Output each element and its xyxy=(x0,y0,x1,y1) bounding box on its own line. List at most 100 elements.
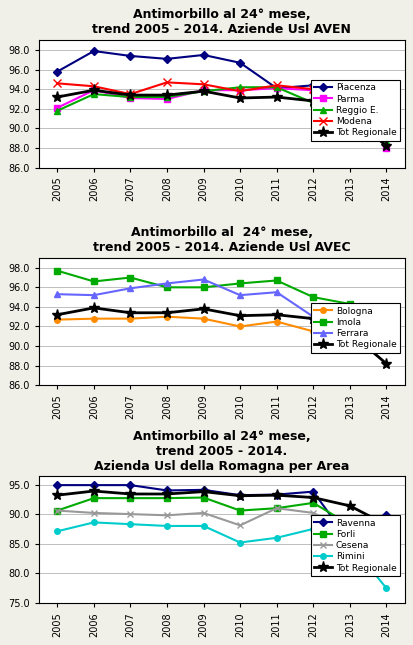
Cesena xyxy=(55,507,60,515)
Tot Regionale xyxy=(201,305,206,313)
Line: Tot Regionale: Tot Regionale xyxy=(52,486,392,530)
Rimini xyxy=(347,540,352,548)
Forli xyxy=(55,507,60,515)
Modena xyxy=(164,79,169,86)
Modena xyxy=(237,87,242,95)
Imola xyxy=(91,277,96,285)
Modena xyxy=(201,81,206,88)
Tot Regionale xyxy=(384,360,389,368)
Imola xyxy=(274,277,279,284)
Ravenna xyxy=(55,481,60,489)
Piacenza xyxy=(128,52,133,60)
Tot Regionale xyxy=(274,311,279,319)
Tot Regionale xyxy=(311,97,316,105)
Cesena xyxy=(347,526,352,534)
Ferrara xyxy=(164,279,169,287)
Ferrara xyxy=(128,284,133,292)
Imola xyxy=(164,283,169,291)
Rimini xyxy=(311,525,316,533)
Tot Regionale xyxy=(237,492,242,500)
Parma xyxy=(347,90,352,98)
Parma xyxy=(164,95,169,103)
Cesena xyxy=(274,504,279,512)
Bologna xyxy=(55,316,60,324)
Tot Regionale xyxy=(164,490,169,498)
Legend: Piacenza, Parma, Reggio E., Modena, Tot Regionale: Piacenza, Parma, Reggio E., Modena, Tot … xyxy=(311,79,400,141)
Reggio E. xyxy=(384,137,389,145)
Cesena xyxy=(311,509,316,517)
Tot Regionale xyxy=(274,93,279,101)
Piacenza xyxy=(274,84,279,92)
Piacenza xyxy=(237,59,242,66)
Ravenna xyxy=(311,488,316,495)
Forli xyxy=(274,504,279,512)
Bologna xyxy=(128,315,133,322)
Parma xyxy=(311,86,316,94)
Imola xyxy=(128,273,133,281)
Parma xyxy=(91,86,96,94)
Tot Regionale xyxy=(237,94,242,102)
Tot Regionale xyxy=(55,93,60,101)
Modena xyxy=(384,121,389,129)
Cesena xyxy=(164,511,169,519)
Line: Parma: Parma xyxy=(55,85,389,151)
Cesena xyxy=(201,509,206,517)
Ferrara xyxy=(384,320,389,328)
Line: Ravenna: Ravenna xyxy=(55,482,389,545)
Bologna xyxy=(274,318,279,326)
Ravenna xyxy=(347,538,352,546)
Piacenza xyxy=(164,55,169,63)
Tot Regionale xyxy=(347,502,352,510)
Rimini xyxy=(274,534,279,542)
Tot Regionale xyxy=(91,304,96,312)
Forli xyxy=(237,507,242,515)
Line: Reggio E.: Reggio E. xyxy=(54,84,390,144)
Title: Antimorbillo al 24° mese,
trend 2005 - 2014.
Azienda Usl della Romagna per Area: Antimorbillo al 24° mese, trend 2005 - 2… xyxy=(94,430,349,473)
Tot Regionale xyxy=(347,328,352,336)
Parma xyxy=(274,84,279,92)
Reggio E. xyxy=(311,99,316,107)
Rimini xyxy=(201,522,206,530)
Reggio E. xyxy=(201,87,206,95)
Line: Ferrara: Ferrara xyxy=(54,276,390,330)
Rimini xyxy=(384,584,389,592)
Piacenza xyxy=(311,81,316,89)
Bologna xyxy=(237,322,242,330)
Rimini xyxy=(128,521,133,528)
Piacenza xyxy=(201,51,206,59)
Cesena xyxy=(128,510,133,518)
Imola xyxy=(201,283,206,291)
Tot Regionale xyxy=(128,490,133,498)
Cesena xyxy=(91,509,96,517)
Ravenna xyxy=(384,511,389,519)
Bologna xyxy=(347,322,352,330)
Ravenna xyxy=(237,491,242,499)
Reggio E. xyxy=(128,93,133,101)
Rimini xyxy=(91,519,96,526)
Line: Imola: Imola xyxy=(55,268,389,352)
Forli xyxy=(91,494,96,502)
Imola xyxy=(237,279,242,287)
Reggio E. xyxy=(237,83,242,91)
Ferrara xyxy=(91,292,96,299)
Tot Regionale xyxy=(201,87,206,95)
Ferrara xyxy=(311,313,316,321)
Tot Regionale xyxy=(201,488,206,495)
Imola xyxy=(311,293,316,301)
Tot Regionale xyxy=(237,312,242,319)
Parma xyxy=(384,144,389,152)
Legend: Ravenna, Forli, Cesena, Rimini, Tot Regionale: Ravenna, Forli, Cesena, Rimini, Tot Regi… xyxy=(311,515,400,576)
Ravenna xyxy=(164,486,169,494)
Ferrara xyxy=(55,290,60,298)
Tot Regionale xyxy=(274,491,279,499)
Parma xyxy=(128,94,133,102)
Line: Modena: Modena xyxy=(53,78,391,130)
Tot Regionale xyxy=(311,315,316,322)
Modena xyxy=(274,81,279,89)
Modena xyxy=(311,85,316,93)
Line: Rimini: Rimini xyxy=(55,520,389,591)
Rimini xyxy=(55,528,60,535)
Cesena xyxy=(384,519,389,527)
Ravenna xyxy=(91,481,96,489)
Line: Tot Regionale: Tot Regionale xyxy=(52,84,392,152)
